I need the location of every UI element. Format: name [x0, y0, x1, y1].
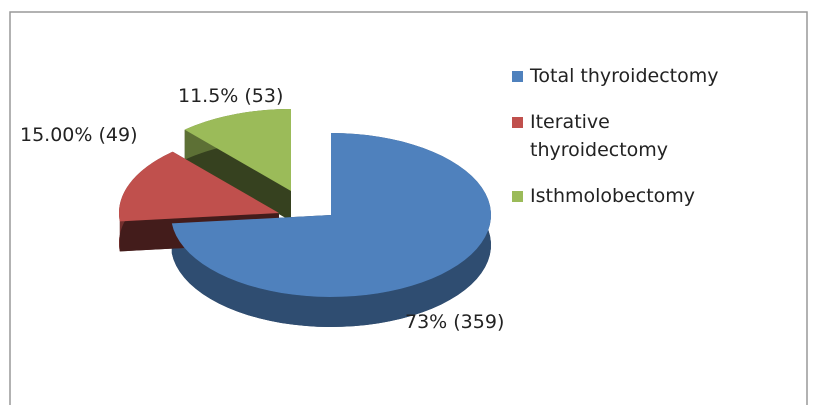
- data-label: 11.5% (53): [178, 85, 283, 107]
- legend-label: Isthmolobectomy: [530, 185, 696, 207]
- legend-label: Total thyroidectomy: [530, 65, 719, 87]
- slice: [119, 151, 280, 222]
- frame: [9, 11, 808, 405]
- slice: [184, 109, 291, 191]
- legend-label: Iterative thyroidectomy: [530, 111, 669, 161]
- legend-item: Total thyroidectomy: [512, 62, 750, 90]
- slice-cut: [184, 129, 291, 221]
- data-label: 15.00% (49): [20, 124, 138, 146]
- legend: Total thyroidectomy Iterative thyroidecto…: [512, 62, 802, 228]
- legend-item: Iterative thyroidectomy: [512, 108, 750, 164]
- legend-item: Isthmolobectomy: [512, 182, 750, 210]
- data-label: 73% (359): [405, 311, 504, 333]
- legend-swatch: [512, 117, 523, 128]
- legend-swatch: [512, 191, 523, 202]
- legend-swatch: [512, 71, 523, 82]
- slice: [171, 133, 491, 297]
